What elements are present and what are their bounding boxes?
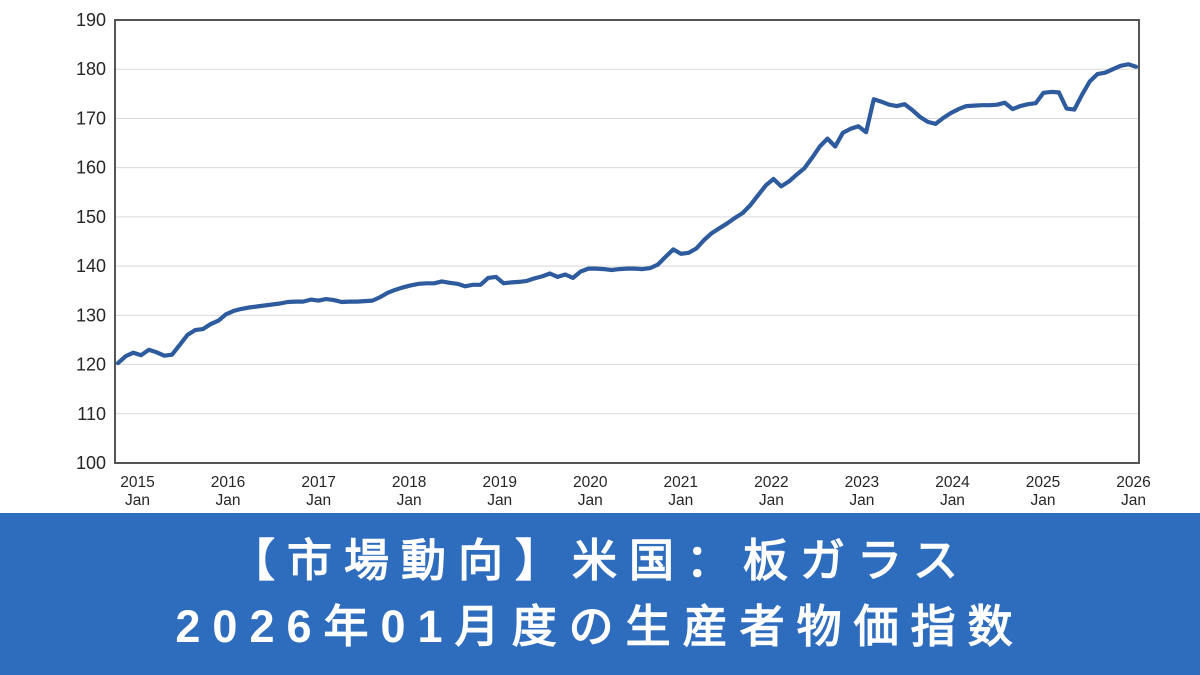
gridlines (115, 68, 1139, 415)
x-tick-month: Jan (125, 492, 150, 509)
y-tick-label: 160 (76, 158, 106, 178)
x-tick-year: 2015 (120, 474, 154, 491)
banner-line-1: 【市場動向】米国：板ガラス (229, 535, 971, 586)
x-tick-year: 2017 (301, 474, 335, 491)
y-tick-label: 110 (77, 404, 106, 424)
title-banner: 【市場動向】米国：板ガラス 2026年01月度の生産者物価指数 (0, 513, 1200, 675)
y-tick-label: 140 (76, 256, 106, 276)
x-axis-labels: 2015Jan2016Jan2017Jan2018Jan2019Jan2020J… (120, 474, 1151, 509)
x-tick-month: Jan (397, 492, 422, 509)
x-tick-year: 2018 (392, 474, 426, 491)
y-tick-label: 190 (76, 10, 106, 30)
banner-line-2: 2026年01月度の生産者物価指数 (175, 601, 1025, 652)
x-tick-month: Jan (940, 492, 965, 509)
x-tick-year: 2021 (664, 474, 698, 491)
x-tick-year: 2024 (935, 474, 970, 491)
data-line (115, 62, 1139, 366)
x-tick-year: 2026 (1116, 474, 1150, 491)
y-tick-label: 130 (76, 305, 106, 325)
y-tick-label: 150 (76, 207, 106, 227)
x-tick-year: 2022 (754, 474, 788, 491)
x-tick-month: Jan (578, 492, 603, 509)
x-tick-month: Jan (1031, 492, 1056, 509)
x-tick-year: 2023 (845, 474, 879, 491)
plot-border (114, 19, 1140, 464)
x-tick-month: Jan (668, 492, 693, 509)
chart-svg: 1001101201301401501601701801902015Jan201… (76, 10, 1151, 509)
y-tick-label: 170 (76, 108, 106, 128)
ppi-line-chart: 100 110 120 130 140 150 160 170 180 190 2015 Jan 201… (76, 10, 1151, 509)
x-tick-month: Jan (759, 492, 784, 509)
y-tick-label: 180 (76, 59, 106, 79)
x-tick-month: Jan (487, 492, 512, 509)
x-tick-year: 2019 (482, 474, 516, 491)
x-tick-month: Jan (306, 492, 331, 509)
x-tick-month: Jan (849, 492, 874, 509)
x-tick-year: 2020 (573, 474, 608, 491)
y-tick-label: 100 (76, 453, 106, 473)
x-tick-year: 2016 (211, 474, 245, 491)
x-tick-month: Jan (1121, 492, 1146, 509)
x-tick-year: 2025 (1026, 474, 1060, 491)
y-tick-label: 120 (76, 355, 106, 375)
x-tick-month: Jan (216, 492, 241, 509)
